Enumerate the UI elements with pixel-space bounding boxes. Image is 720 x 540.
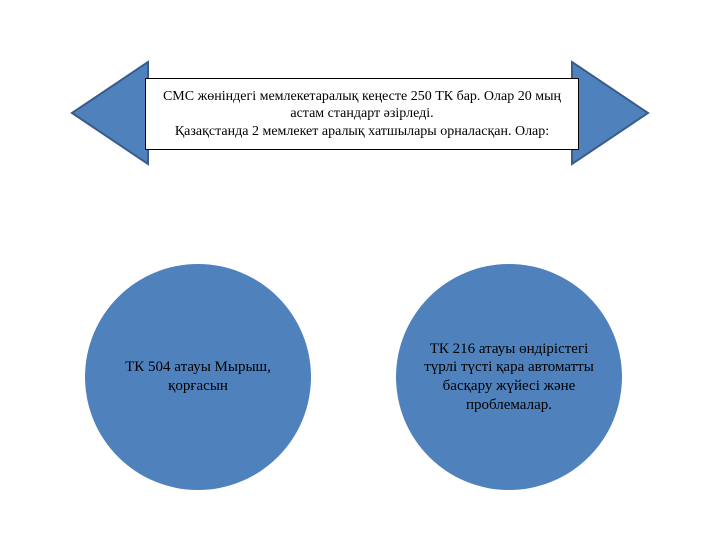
circle-left: ТК 504 атауы Мырыш, қорғасын [85,264,311,490]
top-text-box: СМС жөніндегі мемлекетаралық кеңесте 250… [145,78,579,150]
circle-right: ТК 216 атауы өндірістегі түрлі түсті қар… [396,264,622,490]
circle-right-text: ТК 216 атауы өндірістегі түрлі түсті қар… [416,340,602,415]
top-text: СМС жөніндегі мемлекетаралық кеңесте 250… [156,88,568,141]
circle-left-text: ТК 504 атауы Мырыш, қорғасын [105,358,291,396]
